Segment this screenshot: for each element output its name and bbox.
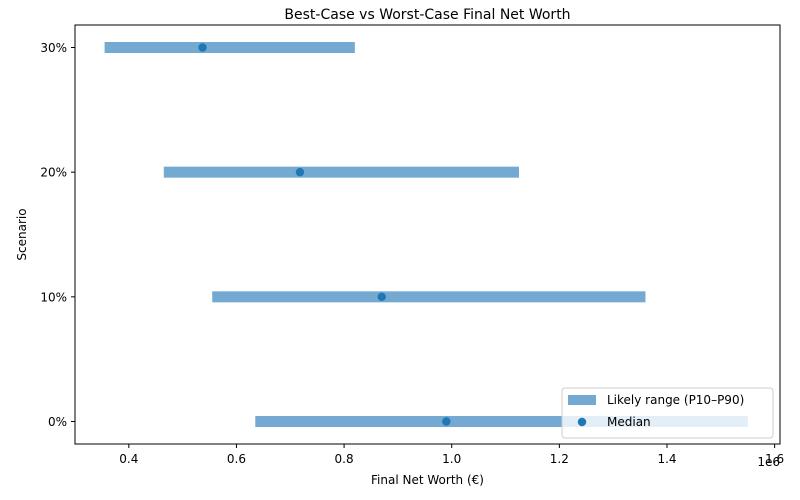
median-point-1 (442, 417, 451, 426)
range-bar-3 (163, 166, 519, 178)
range-bar-2 (212, 291, 646, 303)
y-tick-label: 20% (40, 166, 67, 180)
median-point-4 (198, 43, 207, 52)
median-points (198, 43, 451, 426)
range-bars (104, 42, 748, 427)
range-bar-4 (104, 42, 355, 53)
y-axis: 0% 10% 20% 30% (40, 41, 75, 429)
legend: Likely range (P10–P90) Median (561, 387, 774, 439)
chart-title: Best-Case vs Worst-Case Final Net Worth (284, 7, 570, 23)
y-tick-label: 10% (40, 290, 67, 304)
median-point-3 (295, 167, 305, 177)
x-tick-label: 0.8 (335, 452, 354, 466)
y-tick-label: 30% (40, 41, 67, 55)
y-tick-label: 0% (48, 415, 67, 429)
range-bar-1 (255, 416, 748, 427)
x-tick-label: 1.4 (657, 452, 676, 466)
legend-median-label: Median (607, 415, 651, 429)
x-tick-label: 0.4 (119, 452, 138, 466)
x-tick-label: 1.2 (550, 452, 569, 466)
x-axis: 0.4 0.6 0.8 1.0 1.2 1.4 1.6 (119, 444, 784, 466)
legend-frame (561, 387, 774, 439)
x-tick-label: 1.0 (442, 452, 461, 466)
x-axis-offset-label: 1e6 (757, 455, 780, 469)
plot-frame (74, 24, 781, 445)
x-tick-label: 0.6 (227, 452, 246, 466)
median-point-2 (377, 292, 386, 302)
legend-median-marker (577, 417, 587, 427)
legend-range-swatch (568, 395, 596, 405)
x-tick-label: 1.6 (765, 452, 784, 466)
legend-range-label: Likely range (P10–P90) (607, 393, 744, 407)
x-axis-label: Final Net Worth (€) (371, 473, 484, 487)
y-axis-label: Scenario (15, 208, 29, 260)
